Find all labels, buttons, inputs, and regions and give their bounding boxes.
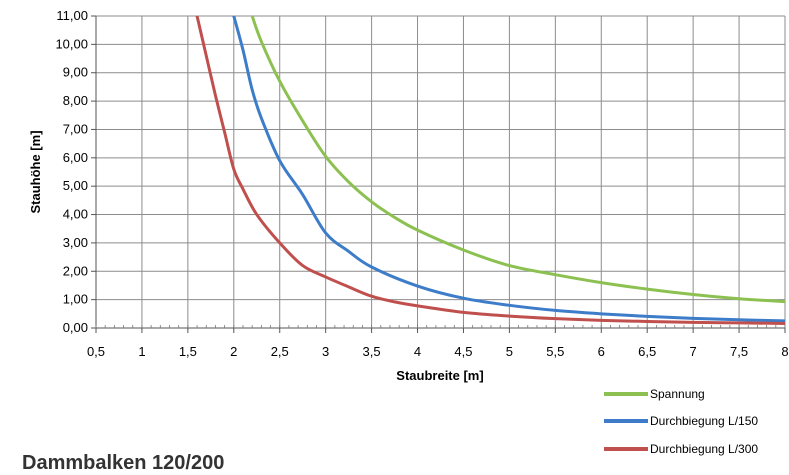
axes bbox=[91, 15, 786, 333]
y-tick-label: 10,00 bbox=[55, 36, 88, 51]
legend-label-durchbiegung-l-300: Durchbiegung L/300 bbox=[650, 442, 758, 456]
x-tick-label: 2,5 bbox=[271, 344, 289, 359]
y-tick-label: 7,00 bbox=[63, 121, 88, 136]
x-tick-label: 2 bbox=[230, 344, 237, 359]
x-tick-label: 4,5 bbox=[454, 344, 472, 359]
y-tick-label: 0,00 bbox=[63, 320, 88, 335]
x-tick-label: 3 bbox=[322, 344, 329, 359]
y-tick-label: 2,00 bbox=[63, 263, 88, 278]
x-tick-label: 6 bbox=[598, 344, 605, 359]
series-line-durchbiegung-l-150 bbox=[232, 16, 785, 323]
legend: Spannung Durchbiegung L/150 Durchbiegung L… bbox=[604, 387, 758, 456]
x-tick-label: 8 bbox=[781, 344, 788, 359]
x-tick-label: 0,5 bbox=[87, 344, 105, 359]
page-heading: Dammbalken 120/200 bbox=[22, 452, 225, 474]
x-tick-label: 5,5 bbox=[546, 344, 564, 359]
y-tick-label: 11,00 bbox=[56, 8, 88, 23]
y-tick-label: 4,00 bbox=[63, 207, 88, 222]
x-tick-label: 6,5 bbox=[638, 344, 656, 359]
x-tick-label: 1,5 bbox=[179, 344, 197, 359]
y-tick-label: 9,00 bbox=[63, 65, 88, 80]
x-tick-label: 7,5 bbox=[730, 344, 748, 359]
x-tick-label: 1 bbox=[138, 344, 145, 359]
y-tick-label: 5,00 bbox=[63, 178, 88, 193]
y-axis-title: Stauhöhe [m] bbox=[28, 130, 43, 213]
legend-label-durchbiegung-l-150: Durchbiegung L/150 bbox=[650, 414, 758, 428]
x-tick-label: 4 bbox=[414, 344, 421, 359]
y-tick-label: 3,00 bbox=[63, 235, 88, 250]
tick-labels: 0,5 1 1,5 2 2,5 3 3,5 4 4,5 5 5,5 6 6,5 7 7,5 8 0,00 1,00… bbox=[55, 8, 788, 359]
grid-lines bbox=[96, 15, 786, 328]
x-tick-label: 5 bbox=[506, 344, 513, 359]
y-tick-label: 6,00 bbox=[63, 150, 88, 165]
y-tick-label: 1,00 bbox=[63, 292, 88, 307]
chart: 0,5 1 1,5 2 2,5 3 3,5 4 4,5 5 5,5 6 6,5 7 7,5 8 0,00 1,00… bbox=[28, 8, 789, 456]
series-line-spannung bbox=[250, 16, 785, 304]
plot-area bbox=[195, 16, 785, 325]
series-line-durchbiegung-l-300 bbox=[195, 16, 785, 325]
y-tick-label: 8,00 bbox=[63, 93, 88, 108]
legend-label-spannung: Spannung bbox=[650, 387, 705, 401]
x-tick-label: 7 bbox=[690, 344, 697, 359]
x-axis-title: Staubreite [m] bbox=[396, 368, 483, 383]
x-tick-label: 3,5 bbox=[363, 344, 381, 359]
